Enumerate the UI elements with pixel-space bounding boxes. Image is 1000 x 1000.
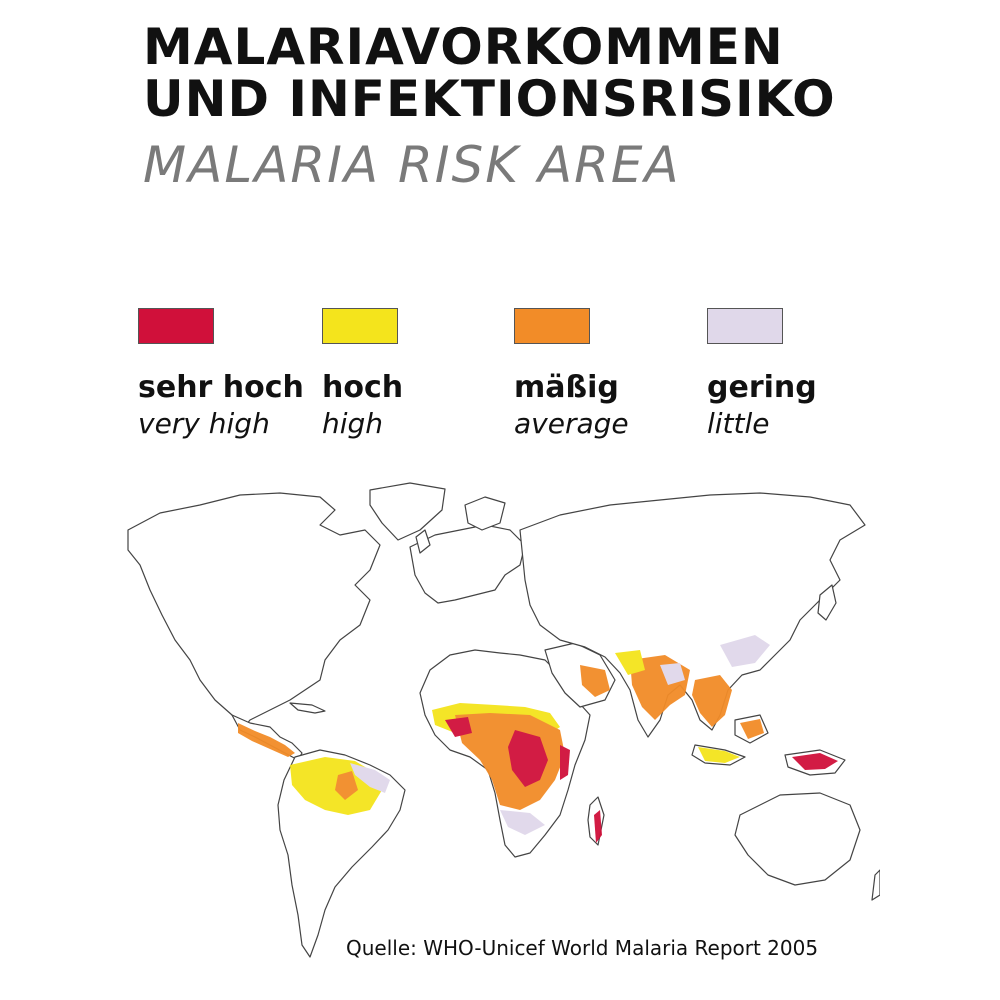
legend-swatch-average [514, 308, 590, 344]
new-zealand [871, 869, 880, 901]
title-line-1: MALARIAVORKOMMEN [143, 18, 784, 76]
title-line-2: UND INFEKTIONSRISIKO [143, 70, 836, 128]
legend-label-de: mäßig [514, 370, 619, 405]
risk-africa-very-high [508, 730, 548, 787]
legend-label-en: high [322, 407, 384, 440]
legend-item-little: gering little [707, 308, 887, 440]
north-america [127, 492, 381, 731]
japan [817, 584, 837, 621]
world-malaria-map [127, 482, 880, 958]
greenland [369, 482, 446, 541]
title-english: MALARIA RISK AREA [143, 136, 681, 194]
source-caption: Quelle: WHO-Unicef World Malaria Report … [346, 936, 819, 960]
risk-amazon-little [350, 763, 390, 793]
legend-item-average: mäßig average [514, 308, 694, 440]
risk-amazon-average [335, 771, 358, 800]
legend-label-en: very high [138, 407, 270, 440]
risk-india-high [615, 650, 645, 675]
risk-southern-africa-little [500, 810, 545, 835]
legend-swatch-very-high [138, 308, 214, 344]
europe [409, 524, 526, 604]
caribbean [289, 702, 326, 714]
risk-borneo-average [740, 719, 764, 739]
legend-label-de: sehr hoch [138, 370, 304, 405]
legend-label-de: hoch [322, 370, 404, 405]
legend-item-high: hoch high [322, 308, 502, 440]
risk-central-america-average [238, 723, 295, 757]
scandinavia [464, 496, 506, 531]
australia [734, 792, 861, 886]
uk [415, 529, 431, 554]
legend-item-very-high: sehr hoch very high [138, 308, 318, 440]
legend-label-en: average [514, 407, 629, 440]
legend-swatch-little [707, 308, 783, 344]
risk-china-little [720, 635, 770, 667]
legend-label-de: gering [707, 370, 817, 405]
risk-india-little [660, 663, 685, 685]
legend-swatch-high [322, 308, 398, 344]
risk-new-guinea-very-high [792, 753, 838, 770]
risk-arabia-average [580, 665, 610, 697]
legend-label-en: little [707, 407, 770, 440]
risk-se-asia-average [692, 675, 732, 727]
risk-indonesia-high [698, 747, 740, 763]
risk-madagascar-very-high [594, 810, 602, 843]
risk-east-africa-very-high [560, 745, 570, 780]
risk-west-africa-very-high [445, 717, 472, 737]
